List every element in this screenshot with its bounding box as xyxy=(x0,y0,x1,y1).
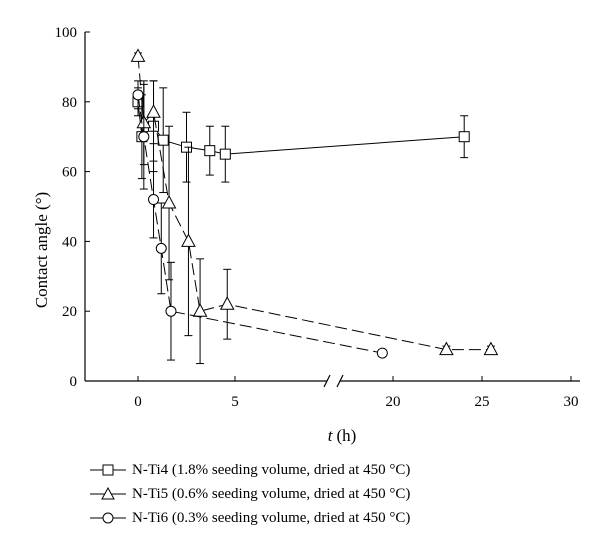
legend-circle-marker-icon xyxy=(90,512,126,524)
x-tick-label: 25 xyxy=(475,394,490,410)
series-layer xyxy=(130,48,499,365)
data-point-triangle xyxy=(439,341,454,356)
series-line xyxy=(137,94,383,354)
series-circle xyxy=(132,80,388,361)
data-point-triangle xyxy=(161,194,177,209)
data-point-triangle xyxy=(181,233,196,247)
data-point-circle xyxy=(132,89,144,101)
y-tick-label: 60 xyxy=(62,165,77,181)
y-tick-label: 100 xyxy=(55,25,78,41)
series-triangle xyxy=(130,48,499,365)
y-tick-label: 40 xyxy=(62,234,77,250)
data-point-circle xyxy=(376,347,388,359)
axis-break-mark xyxy=(323,374,331,388)
data-point-triangle xyxy=(130,48,146,62)
x-tick-label: 5 xyxy=(231,394,239,410)
x-tick-label: 20 xyxy=(386,394,401,410)
data-point-circle xyxy=(148,194,160,206)
x-tick-label: 0 xyxy=(134,394,142,410)
legend-square-marker-icon xyxy=(90,464,126,476)
data-point-triangle xyxy=(146,104,161,118)
y-tick-label: 0 xyxy=(70,374,78,390)
data-point-circle xyxy=(165,305,177,317)
legend-triangle-marker-icon xyxy=(90,486,126,500)
data-point-circle xyxy=(138,131,150,143)
series-line xyxy=(137,56,491,351)
data-point-triangle xyxy=(219,296,235,310)
data-point-square xyxy=(157,134,169,146)
data-point-square xyxy=(204,145,216,157)
y-axis-label: Contact angle (°) xyxy=(32,192,51,308)
x-axis-label: t (h) xyxy=(328,426,357,445)
axis-break-mark xyxy=(336,374,344,388)
y-tick-label: 20 xyxy=(62,304,77,320)
data-point-triangle xyxy=(192,303,208,317)
y-tick-label: 80 xyxy=(62,95,77,111)
data-point-square xyxy=(219,148,231,160)
data-point-square xyxy=(458,131,470,143)
legend-label-n-ti4: N-Ti4 (1.8% seeding volume, dried at 450… xyxy=(132,462,411,478)
x-axis-unit: (h) xyxy=(336,426,356,445)
x-axis-variable: t xyxy=(328,426,334,445)
data-point-circle xyxy=(155,242,167,254)
legend-label-n-ti5: N-Ti5 (0.6% seeding volume, dried at 450… xyxy=(132,486,411,502)
series-square xyxy=(132,80,470,194)
axes-layer: 0 20 40 60 80 100 0 5 20 25 30 xyxy=(55,25,580,410)
contact-angle-chart: 0 20 40 60 80 100 0 5 20 25 30 Contact angle (°) t… xyxy=(32,25,580,445)
x-tick-label: 30 xyxy=(564,394,579,410)
legend-label-n-ti6: N-Ti6 (0.3% seeding volume, dried at 450… xyxy=(132,510,411,526)
data-point-triangle xyxy=(483,341,499,356)
